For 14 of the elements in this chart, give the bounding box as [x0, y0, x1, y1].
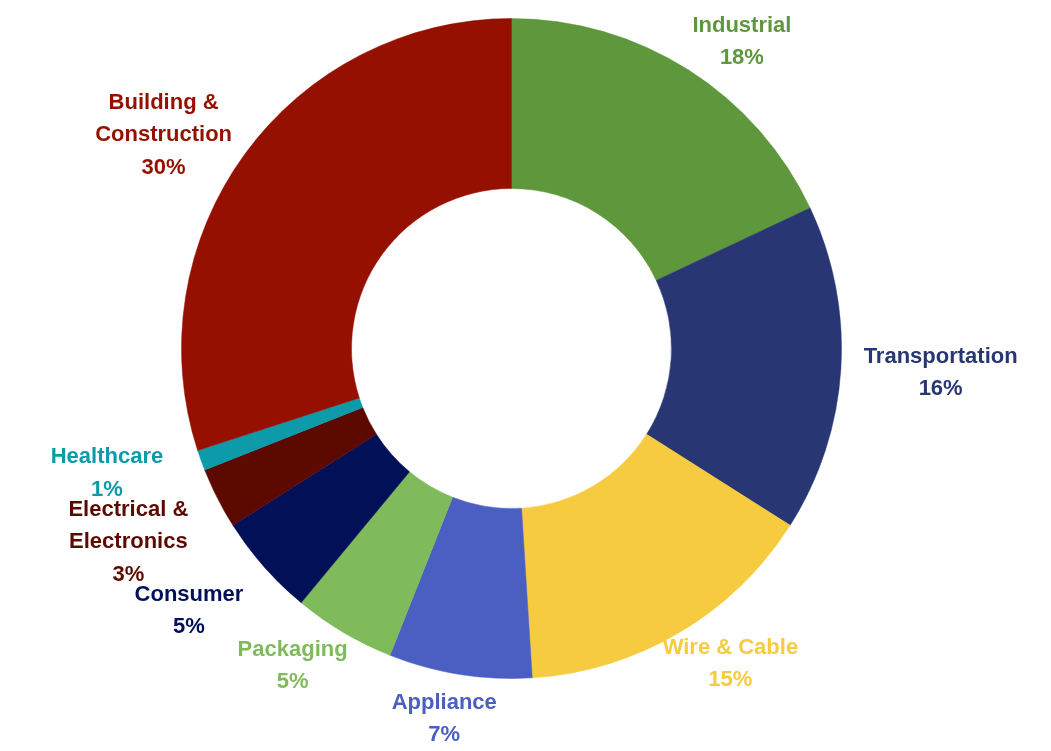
- data-label: 18%: [719, 44, 764, 70]
- data-label: 5%: [173, 613, 205, 639]
- data-label: 7%: [428, 721, 461, 747]
- slice-label: Healthcare: [50, 443, 164, 469]
- slice-label: Industrial: [692, 11, 792, 37]
- data-label: 30%: [141, 153, 186, 179]
- data-label: 16%: [918, 375, 963, 401]
- slice-label: Appliance: [391, 688, 497, 714]
- slice-label: Packaging: [237, 635, 348, 661]
- slice-label: Transportation: [863, 342, 1018, 368]
- data-label: 15%: [708, 666, 753, 692]
- slice-label: Building & Construction: [95, 88, 233, 147]
- data-label: 5%: [276, 668, 309, 694]
- slice-label: Wire & Cable: [662, 633, 799, 659]
